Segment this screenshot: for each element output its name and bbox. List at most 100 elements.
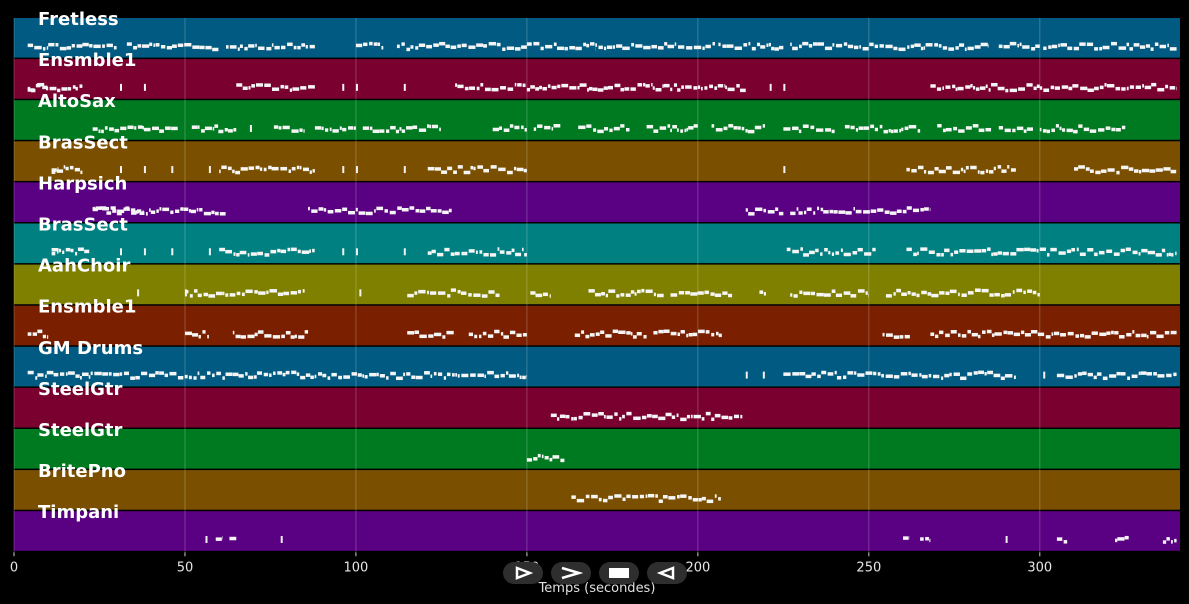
note — [1095, 170, 1101, 175]
note — [1099, 85, 1104, 90]
note — [514, 252, 522, 257]
note — [711, 417, 715, 422]
track-label: Ensmble1 — [38, 297, 136, 318]
note — [65, 166, 69, 171]
note — [923, 46, 926, 50]
note — [1115, 538, 1118, 543]
note — [27, 332, 32, 336]
note — [941, 376, 944, 380]
note — [1094, 252, 1098, 257]
note — [533, 127, 537, 131]
play-forward-button[interactable] — [503, 562, 543, 584]
note — [439, 127, 441, 132]
note — [961, 293, 967, 297]
note — [1001, 293, 1005, 298]
note — [236, 83, 243, 87]
note — [76, 44, 83, 48]
note — [450, 45, 457, 50]
note — [249, 124, 252, 132]
note — [461, 291, 467, 295]
note — [979, 86, 986, 90]
note — [630, 290, 635, 294]
note — [355, 207, 358, 212]
note-segment — [1043, 41, 1177, 51]
note — [250, 252, 257, 256]
note — [980, 170, 985, 175]
note — [588, 289, 595, 293]
note — [172, 44, 177, 48]
note-segment — [903, 535, 910, 540]
note — [906, 247, 912, 252]
note — [845, 211, 852, 215]
note — [701, 496, 706, 501]
note — [308, 85, 315, 89]
note — [123, 207, 130, 211]
note — [994, 292, 1000, 297]
note — [925, 43, 933, 47]
note — [208, 166, 211, 174]
note — [809, 250, 815, 255]
note-segment — [1074, 165, 1177, 175]
note — [355, 83, 358, 91]
note — [952, 84, 956, 89]
stop-button[interactable] — [599, 562, 639, 584]
note — [116, 211, 122, 216]
note — [198, 334, 201, 339]
note — [1043, 371, 1046, 379]
note — [1007, 331, 1014, 335]
note — [798, 211, 803, 215]
note — [455, 83, 458, 87]
note — [110, 206, 116, 210]
note — [1050, 247, 1057, 252]
track-lane — [14, 470, 1180, 510]
note — [647, 493, 655, 498]
note — [945, 333, 950, 338]
note-segment — [208, 166, 211, 174]
note — [401, 207, 409, 212]
note — [414, 330, 420, 334]
note-segment — [396, 41, 527, 52]
note — [395, 129, 400, 134]
note — [919, 373, 922, 377]
note — [655, 87, 662, 92]
note — [288, 169, 292, 173]
note — [663, 83, 670, 88]
note — [714, 413, 721, 418]
note-segment — [930, 329, 1177, 339]
note — [571, 495, 576, 499]
note — [308, 206, 310, 211]
track-label: AahChoir — [38, 256, 130, 277]
note-segment — [27, 43, 49, 51]
note — [430, 291, 437, 295]
note — [106, 211, 112, 215]
note — [949, 372, 952, 377]
note — [559, 414, 566, 419]
note — [411, 375, 416, 379]
note — [190, 209, 196, 214]
note — [37, 82, 45, 87]
note — [1003, 44, 1010, 49]
note — [444, 247, 450, 252]
note — [847, 44, 854, 49]
play-backward-button[interactable] — [647, 562, 687, 584]
note — [1068, 86, 1073, 91]
note-segment — [937, 370, 1016, 381]
note — [759, 290, 764, 294]
note — [526, 458, 533, 462]
note — [268, 165, 272, 170]
note — [900, 372, 908, 376]
note — [812, 42, 818, 46]
note — [885, 294, 892, 298]
note — [709, 84, 713, 89]
note — [790, 42, 792, 47]
note — [901, 127, 904, 132]
note — [836, 376, 842, 380]
note — [989, 170, 994, 174]
note — [1073, 129, 1078, 134]
note — [53, 372, 59, 377]
note — [390, 371, 396, 376]
note — [620, 87, 625, 92]
fast-forward-button[interactable] — [551, 562, 591, 584]
note — [957, 86, 964, 91]
note — [685, 85, 692, 89]
